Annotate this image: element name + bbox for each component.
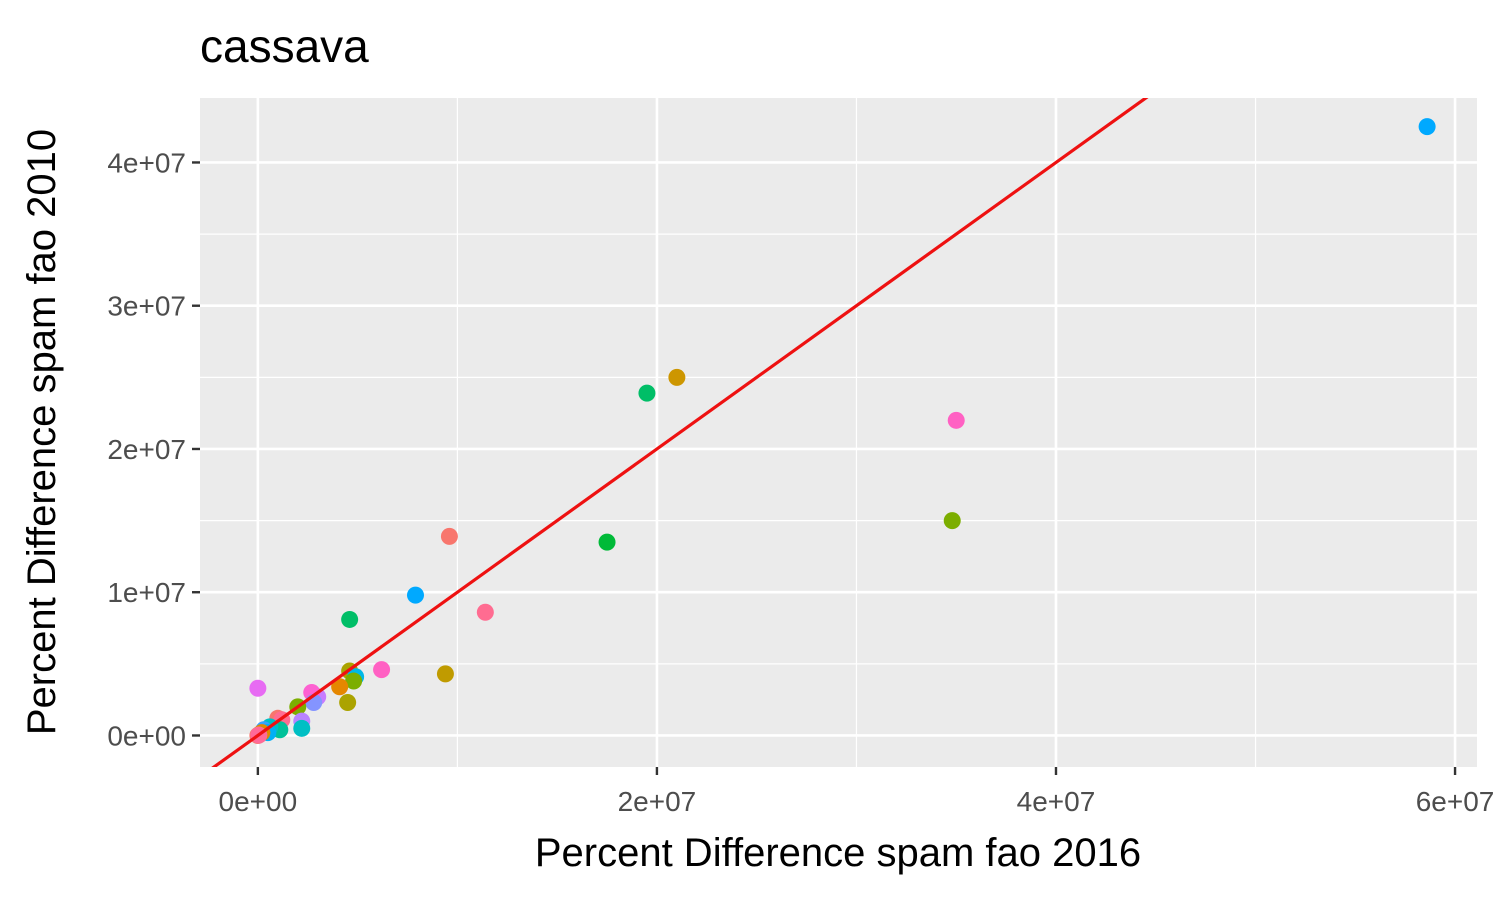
y-tick-label: 2e+07	[107, 434, 186, 465]
x-axis-title: Percent Difference spam fao 2016	[535, 831, 1141, 875]
x-axis: 0e+00 2e+07 4e+07 6e+07	[219, 767, 1495, 817]
data-point	[249, 679, 267, 697]
y-axis: 0e+00 1e+07 2e+07 3e+07 4e+07	[107, 147, 200, 751]
data-point	[598, 533, 616, 551]
data-point	[476, 603, 494, 621]
x-tick-label: 2e+07	[618, 786, 697, 817]
y-tick-label: 0e+00	[107, 720, 186, 751]
data-point	[373, 661, 391, 679]
data-point	[341, 610, 359, 628]
data-point	[1418, 118, 1436, 136]
data-point	[947, 411, 965, 429]
x-tick-label: 4e+07	[1017, 786, 1096, 817]
data-point	[668, 368, 686, 386]
data-point	[638, 384, 656, 402]
chart-title: cassava	[200, 20, 369, 72]
minor-gridlines	[200, 98, 1477, 767]
data-point	[406, 586, 424, 604]
reference-line	[211, 98, 1149, 767]
data-point	[943, 512, 961, 530]
data-point	[440, 527, 458, 545]
plot-panel	[200, 98, 1477, 767]
y-axis-title: Percent Difference spam fao 2010	[20, 129, 64, 735]
major-gridlines	[200, 98, 1477, 767]
data-point	[331, 678, 349, 696]
x-tick-label: 6e+07	[1416, 786, 1495, 817]
data-point	[293, 719, 311, 737]
data-point	[345, 672, 363, 690]
y-tick-label: 1e+07	[107, 577, 186, 608]
data-point	[436, 665, 454, 683]
x-tick-label: 0e+00	[219, 786, 298, 817]
data-point	[339, 694, 357, 712]
y-tick-label: 4e+07	[107, 147, 186, 178]
reference-line-group	[211, 98, 1149, 767]
y-tick-label: 3e+07	[107, 291, 186, 322]
